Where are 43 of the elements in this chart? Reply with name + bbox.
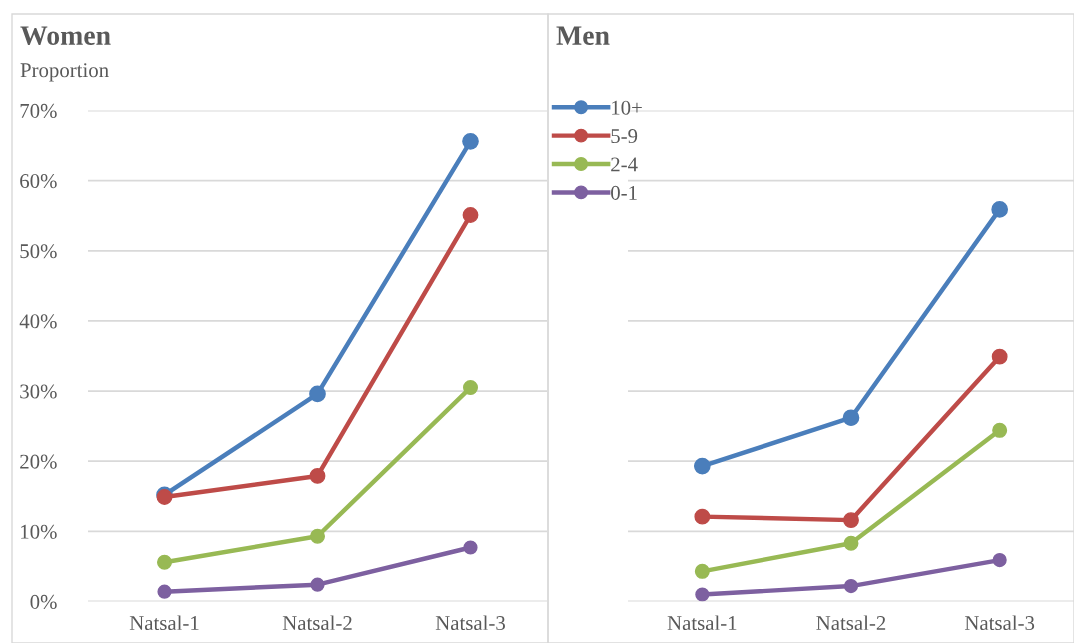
- point: [843, 535, 859, 551]
- y-axis-title: Proportion: [20, 63, 109, 82]
- y-tick-label: 70%: [20, 103, 57, 118]
- point: [695, 587, 710, 602]
- legend-label: 5-9: [611, 129, 638, 144]
- point: [694, 508, 711, 525]
- point: [991, 348, 1008, 365]
- y-tick-label: 30%: [20, 384, 57, 399]
- x-tick-label: Natsal-1: [667, 615, 737, 631]
- y-tick-label: 50%: [20, 244, 57, 259]
- x-tick-label: Natsal-2: [282, 615, 352, 631]
- point: [992, 553, 1007, 568]
- point: [462, 133, 479, 150]
- point: [462, 380, 479, 396]
- y-tick-label: 60%: [20, 174, 57, 189]
- chart-title: Men: [556, 26, 610, 45]
- point: [310, 577, 325, 592]
- point: [309, 385, 326, 403]
- point: [462, 207, 479, 223]
- legend-label: 0-1: [611, 185, 637, 200]
- point: [156, 554, 173, 570]
- y-tick-label: 10%: [21, 524, 57, 539]
- point: [694, 563, 710, 579]
- point: [992, 422, 1008, 438]
- point: [843, 578, 859, 594]
- y-tick-label: 40%: [19, 314, 57, 329]
- point: [693, 457, 711, 475]
- point: [309, 528, 326, 544]
- point: [463, 540, 478, 555]
- y-tick-label: 20%: [20, 454, 57, 469]
- y-tick-label: 0%: [30, 594, 57, 609]
- point: [842, 409, 860, 427]
- point: [991, 201, 1009, 218]
- x-tick-label: Natsal-3: [435, 615, 505, 631]
- legend-label: 2-4: [611, 157, 638, 172]
- chart-title: Women: [20, 26, 111, 46]
- x-tick-label: Natsal-1: [129, 615, 199, 631]
- point: [157, 584, 172, 599]
- legend-label: 10+: [612, 100, 642, 115]
- point: [843, 512, 859, 529]
- x-tick-label: Natsal-2: [816, 615, 886, 631]
- point: [309, 468, 326, 484]
- x-tick-label: Natsal-3: [964, 615, 1035, 631]
